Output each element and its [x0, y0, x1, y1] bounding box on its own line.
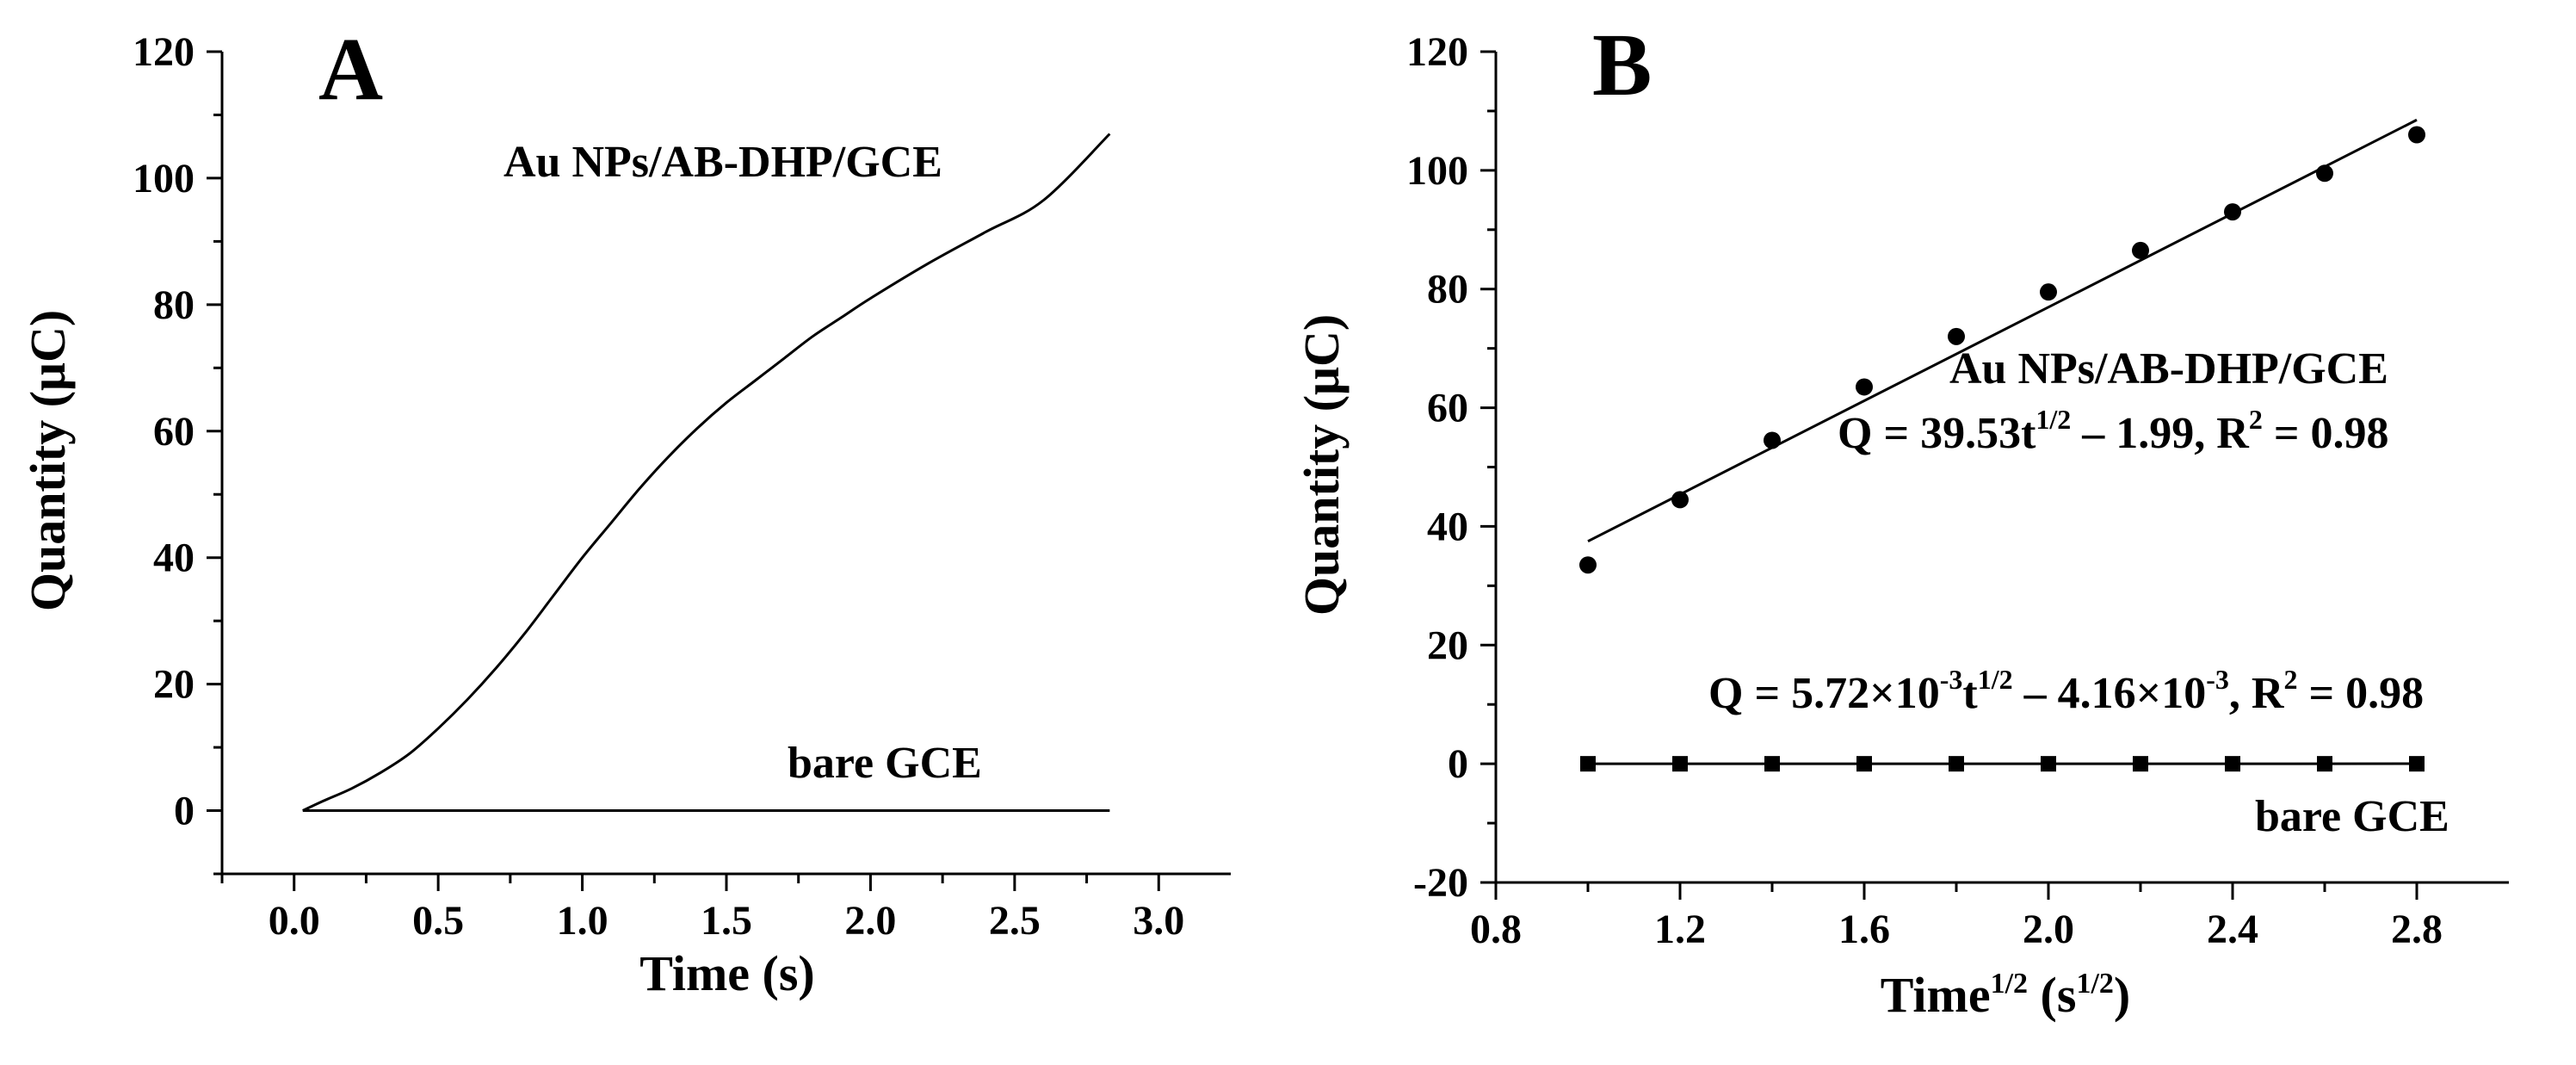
panel-b-annotation-au: Au NPs/AB-DHP/GCE — [1949, 344, 2388, 393]
b-point-bare — [2225, 756, 2240, 772]
a-ytick-label: 0 — [174, 789, 195, 834]
b-xtick-label: 0.8 — [1470, 907, 1522, 952]
panel-a-x-axis-title: Time (s) — [639, 945, 815, 1001]
a-xtick-label: 0.0 — [269, 898, 320, 944]
b-xtick-label: 2.4 — [2207, 907, 2258, 952]
b-point-au — [1948, 327, 1965, 345]
a-series-au-curve — [302, 133, 1111, 812]
a-ytick-label: 20 — [153, 662, 195, 708]
b-point-au — [2316, 164, 2333, 183]
b-point-bare — [2133, 756, 2148, 772]
b-point-au — [1764, 431, 1781, 449]
b-ytick-label: 0 — [1448, 741, 1468, 787]
panel-a-annotation-bare: bare GCE — [788, 739, 982, 788]
panel-b-letter: B — [1592, 15, 1652, 115]
b-point-au — [2040, 283, 2057, 301]
panel-a-letter: A — [318, 20, 383, 119]
a-xtick-label: 1.0 — [557, 898, 608, 944]
a-xtick-label: 2.0 — [844, 898, 896, 944]
b-point-au — [2224, 203, 2241, 221]
b-point-au — [1579, 556, 1597, 574]
b-ytick-label: 60 — [1427, 386, 1468, 431]
b-xtick-label: 2.8 — [2391, 907, 2443, 952]
a-xtick-label: 1.5 — [701, 898, 752, 944]
b-ytick-label: 20 — [1427, 622, 1468, 668]
b-ytick-label: 40 — [1427, 504, 1468, 549]
b-point-bare — [2041, 756, 2056, 772]
b-ytick-label: -20 — [1413, 860, 1468, 906]
panel-a-y-axis-title: Quantity (μC) — [20, 310, 76, 611]
b-ytick-label: 120 — [1406, 29, 1468, 75]
b-point-au — [2132, 241, 2149, 259]
panel-a-annotation-au: Au NPs/AB-DHP/GCE — [503, 138, 942, 187]
b-point-bare — [1580, 756, 1596, 772]
b-point-bare — [1764, 756, 1780, 772]
b-point-bare — [1672, 756, 1688, 772]
b-point-bare — [1856, 756, 1872, 772]
a-xtick-label: 0.5 — [412, 898, 464, 944]
a-ytick-label: 60 — [153, 409, 195, 455]
b-point-au — [1671, 491, 1689, 509]
b-point-bare — [2409, 756, 2425, 772]
b-point-bare — [2317, 756, 2332, 772]
b-ytick-label: 100 — [1406, 148, 1468, 194]
b-point-au — [1856, 378, 1873, 396]
b-xtick-label: 1.6 — [1838, 907, 1890, 952]
a-ytick-label: 80 — [153, 282, 195, 328]
b-fit-line-au — [1587, 118, 2418, 542]
a-xtick-label: 2.5 — [989, 898, 1041, 944]
b-xtick-label: 1.2 — [1654, 907, 1706, 952]
b-point-bare — [1949, 756, 1964, 772]
b-xtick-label: 2.0 — [2023, 907, 2074, 952]
b-point-au — [2408, 126, 2425, 144]
panel-b-equation-bare: Q = 5.72×10-3t1/2 – 4.16×10-3, R2 = 0.98 — [1708, 664, 2424, 718]
a-ytick-label: 40 — [153, 536, 195, 581]
panel-b-y-axis-title: Quantity (μC) — [1294, 314, 1350, 616]
a-ytick-label: 100 — [133, 156, 195, 201]
panel-b-x-axis-title: Time1/2 (s1/2) — [1881, 967, 2130, 1023]
panel-b-equation-au: Q = 39.53t1/2 – 1.99, R2 = 0.98 — [1838, 404, 2389, 458]
b-ytick-label: 80 — [1427, 267, 1468, 313]
panel-b-annotation-bare: bare GCE — [2255, 792, 2449, 841]
a-xtick-label: 3.0 — [1133, 898, 1184, 944]
a-ytick-label: 120 — [133, 29, 195, 75]
